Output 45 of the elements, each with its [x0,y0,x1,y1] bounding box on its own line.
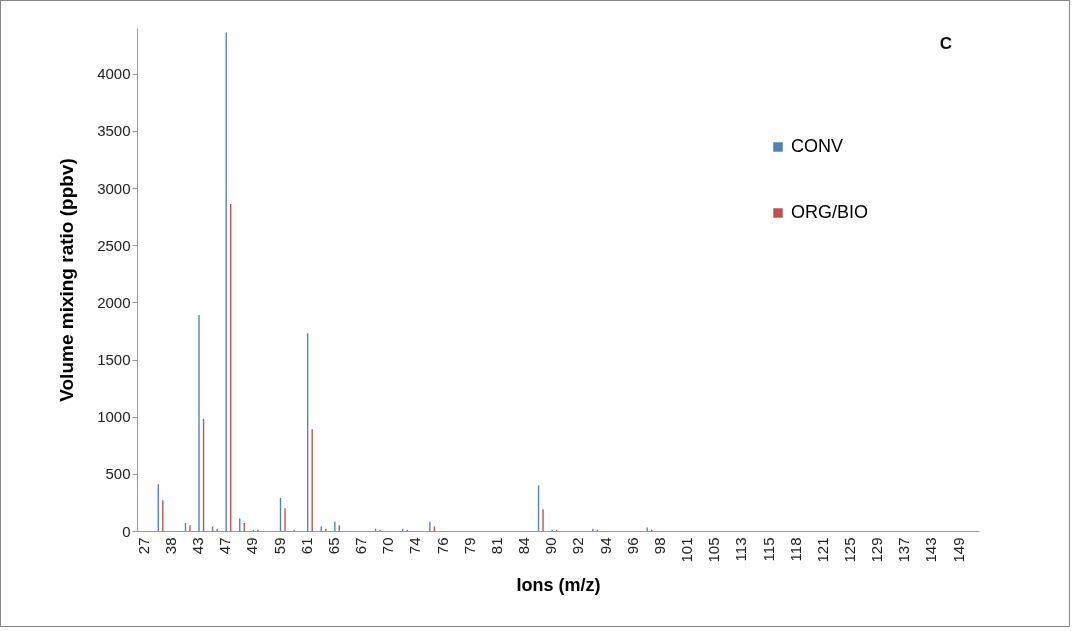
x-tick-label: 47 [216,537,234,555]
annotation: C [939,34,952,53]
x-tick-label: 121 [813,537,831,563]
x-tick-label: 113 [732,537,750,562]
x-tick-label: 59 [270,537,288,555]
x-tick-label: 74 [406,537,424,555]
x-tick-label: 101 [678,537,696,563]
y-axis-title: Volume mixing ratio (ppbv) [56,158,78,402]
x-tick-label: 27 [134,537,152,555]
x-axis-title: Ions (m/z) [516,574,601,595]
x-tick-label: 98 [650,537,668,555]
y-tick-label: 0 [122,522,131,540]
x-tick-label: 81 [487,537,505,555]
x-tick-label: 115 [759,537,777,562]
x-tick-label: 84 [515,537,533,555]
x-tick-label: 38 [161,537,179,555]
x-tick-label: 90 [542,537,560,555]
x-tick-label: 49 [243,537,261,555]
x-tick-label: 96 [623,537,641,555]
y-tick-label: 1000 [97,408,131,426]
legend-label: CONV [791,136,844,156]
x-tick-label: 149 [949,537,967,563]
x-tick-label: 76 [433,537,451,555]
x-tick-label: 65 [324,537,342,555]
x-tick-label: 61 [297,537,315,555]
y-tick-label: 3000 [97,179,131,197]
x-tick-label: 70 [379,537,397,555]
y-tick-label: 3500 [97,122,131,140]
x-tick-label: 125 [840,537,858,563]
legend-label: ORG/BIO [791,202,869,222]
x-tick-label: 137 [895,537,913,563]
y-tick-label: 4000 [97,65,131,83]
x-tick-label: 129 [868,537,886,563]
x-tick-label: 118 [786,537,804,562]
x-tick-label: 92 [569,537,587,555]
x-tick-label: 43 [189,537,207,555]
y-tick-label: 1500 [97,351,131,369]
y-tick-label: 500 [105,465,131,483]
x-tick-label: 79 [460,537,478,555]
y-tick-label: 2000 [97,293,131,311]
x-tick-label: 105 [705,537,723,563]
y-tick-label: 2500 [97,236,131,254]
x-tick-label: 143 [922,537,940,563]
x-tick-label: 94 [596,537,614,555]
x-tick-label: 67 [352,537,370,555]
